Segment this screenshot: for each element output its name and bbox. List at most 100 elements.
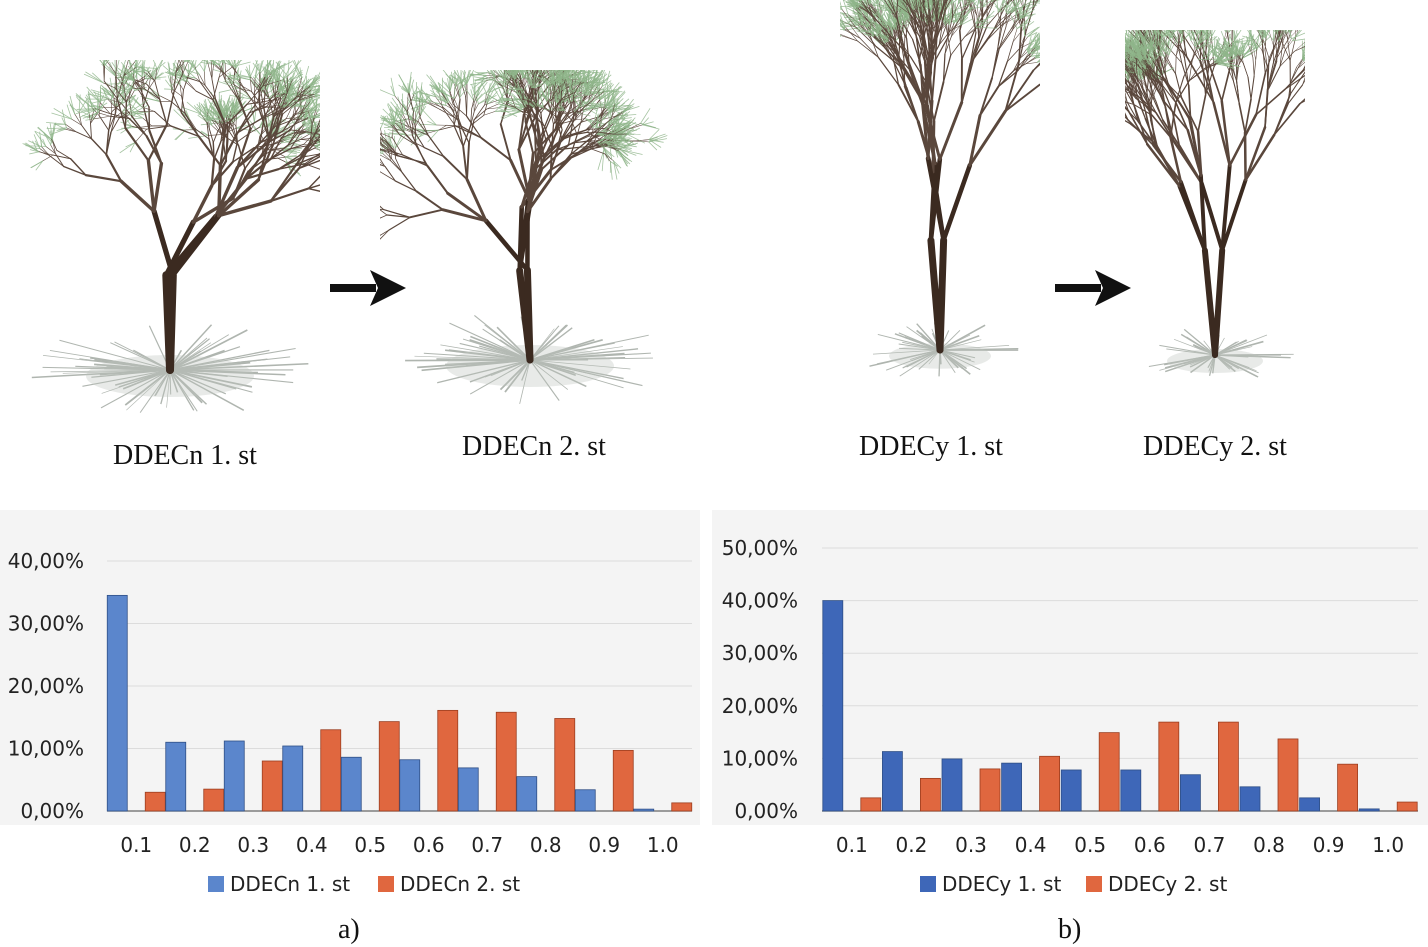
x-tick-label: 0.9: [1313, 833, 1345, 857]
bar-series1-1.0: [633, 808, 655, 812]
tree-illustrations: DDECn 1. st DDECn 2. st DDECy 1. st DDEC…: [22, 0, 1305, 471]
x-tick-label: 0.8: [530, 833, 562, 857]
bar-series1-0.4: [1001, 762, 1023, 812]
tree-branches: [380, 70, 668, 364]
bar-series2-0.5: [378, 721, 400, 812]
bar-series2-0.8: [554, 718, 576, 812]
bar-series1-0.9: [1299, 797, 1320, 812]
bar-series2-0.1: [144, 791, 166, 812]
x-tick-label: 0.3: [955, 833, 987, 857]
legend-swatch: [920, 876, 936, 892]
legend-label: DDECn 1. st: [230, 872, 350, 896]
bar-series1-0.6: [1120, 769, 1142, 812]
y-tick-label: 10,00%: [8, 737, 84, 761]
bar-series2-0.3: [261, 760, 283, 812]
x-tick-label: 1.0: [647, 833, 679, 857]
x-tick-label: 0.4: [1015, 833, 1047, 857]
bar-chart-a: 0,00% 10,00% 20,00% 30,00% 40,00% 0.1 0.2 0.3 0.…: [0, 510, 700, 896]
x-tick-label: 0.1: [120, 833, 152, 857]
x-tick-label: 0.6: [413, 833, 445, 857]
bar-series2-1.0: [671, 802, 693, 812]
panel-label-a: a): [338, 914, 360, 945]
tree-ddecy-1-illustration: [840, 0, 1040, 377]
y-tick-label: 0,00%: [734, 799, 798, 823]
bar-series1-0.5: [1060, 769, 1082, 812]
tree-ddecn-2-illustration: [380, 70, 668, 404]
bar-series1-0.3: [941, 758, 963, 812]
bar-series2-0.6: [437, 709, 459, 812]
x-tick-label: 0.5: [354, 833, 386, 857]
y-tick-label: 50,00%: [722, 536, 798, 560]
bar-series2-0.2: [919, 777, 941, 812]
bar-series2-0.9: [612, 749, 634, 812]
y-tick-label: 40,00%: [8, 549, 84, 573]
x-tick-label: 0.7: [1193, 833, 1225, 857]
tree-ddecn-1-illustration: [22, 60, 320, 413]
bar-series2-0.7: [495, 711, 517, 812]
bar-series1-0.2: [165, 741, 187, 812]
y-tick-label: 40,00%: [722, 589, 798, 613]
bar-series2-0.4: [320, 729, 342, 812]
tree-branches: [840, 0, 1040, 354]
bar-series2-0.6: [1158, 721, 1180, 812]
bar-series1-0.9: [574, 789, 596, 812]
bar-series1-0.2: [881, 751, 903, 812]
panel-label-b: b): [1058, 914, 1082, 945]
bar-series2-0.8: [1277, 738, 1299, 812]
x-tick-label: 0.7: [471, 833, 503, 857]
legend-label: DDECn 2. st: [400, 872, 520, 896]
tree-branches: [1125, 30, 1305, 358]
bar-series1-0.4: [282, 745, 304, 812]
legend-swatch: [378, 876, 394, 892]
bar-series1-0.8: [1239, 786, 1261, 812]
y-tick-label: 10,00%: [722, 746, 798, 770]
bar-series1-0.7: [1179, 774, 1201, 812]
tree-shadow: [869, 322, 1019, 377]
y-tick-label: 20,00%: [722, 694, 798, 718]
arrow-right-icon: [330, 270, 406, 306]
x-tick-label: 0.8: [1253, 833, 1285, 857]
x-tick-label: 0.6: [1134, 833, 1166, 857]
bar-series1-0.7: [457, 767, 479, 812]
x-tick-label: 0.2: [179, 833, 211, 857]
tree-shadow: [405, 314, 653, 404]
tree-branches: [22, 60, 320, 374]
arrow-right-icon: [1055, 270, 1131, 306]
x-tick-label: 0.5: [1074, 833, 1106, 857]
tree-shadow: [1148, 328, 1294, 378]
bar-series2-0.2: [203, 788, 225, 812]
bar-series1-0.8: [516, 776, 538, 812]
y-tick-label: 20,00%: [8, 674, 84, 698]
bar-series2-0.3: [979, 768, 1001, 812]
bar-series2-0.7: [1217, 721, 1239, 812]
legend-label: DDECy 1. st: [942, 872, 1061, 896]
x-tick-label: 0.2: [895, 833, 927, 857]
x-tick-label: 0.1: [836, 833, 868, 857]
tree-caption-ddecy-1: DDECy 1. st: [859, 431, 1003, 462]
tree-caption-ddecy-2: DDECy 2. st: [1143, 431, 1287, 462]
bar-chart-b: 0,00% 10,00% 20,00% 30,00% 40,00% 50,00% 0.1 0.…: [712, 510, 1428, 896]
bar-series2-0.1: [860, 797, 882, 812]
bar-series2-0.5: [1098, 732, 1120, 812]
bar-series2-0.9: [1337, 763, 1358, 812]
y-tick-label: 0,00%: [20, 799, 84, 823]
tree-ddecy-2-illustration: [1125, 30, 1305, 378]
bar-series1-0.3: [223, 740, 245, 812]
legend-swatch: [208, 876, 224, 892]
x-tick-label: 0.3: [237, 833, 269, 857]
x-tick-label: 1.0: [1372, 833, 1404, 857]
x-tick-label: 0.9: [588, 833, 620, 857]
bar-series2-0.4: [1039, 755, 1061, 812]
bar-series1-0.1: [822, 600, 844, 812]
bar-series1-0.6: [399, 759, 421, 812]
tree-shadow: [31, 324, 309, 413]
x-tick-label: 0.4: [296, 833, 328, 857]
tree-caption-ddecn-2: DDECn 2. st: [462, 431, 606, 462]
bar-series1-1.0: [1358, 808, 1380, 812]
bar-series1-0.1: [106, 594, 128, 812]
legend-swatch: [1086, 876, 1102, 892]
legend-label: DDECy 2. st: [1108, 872, 1227, 896]
tree-caption-ddecn-1: DDECn 1. st: [113, 440, 257, 471]
y-tick-label: 30,00%: [722, 641, 798, 665]
bar-series2-1.0: [1396, 801, 1418, 812]
